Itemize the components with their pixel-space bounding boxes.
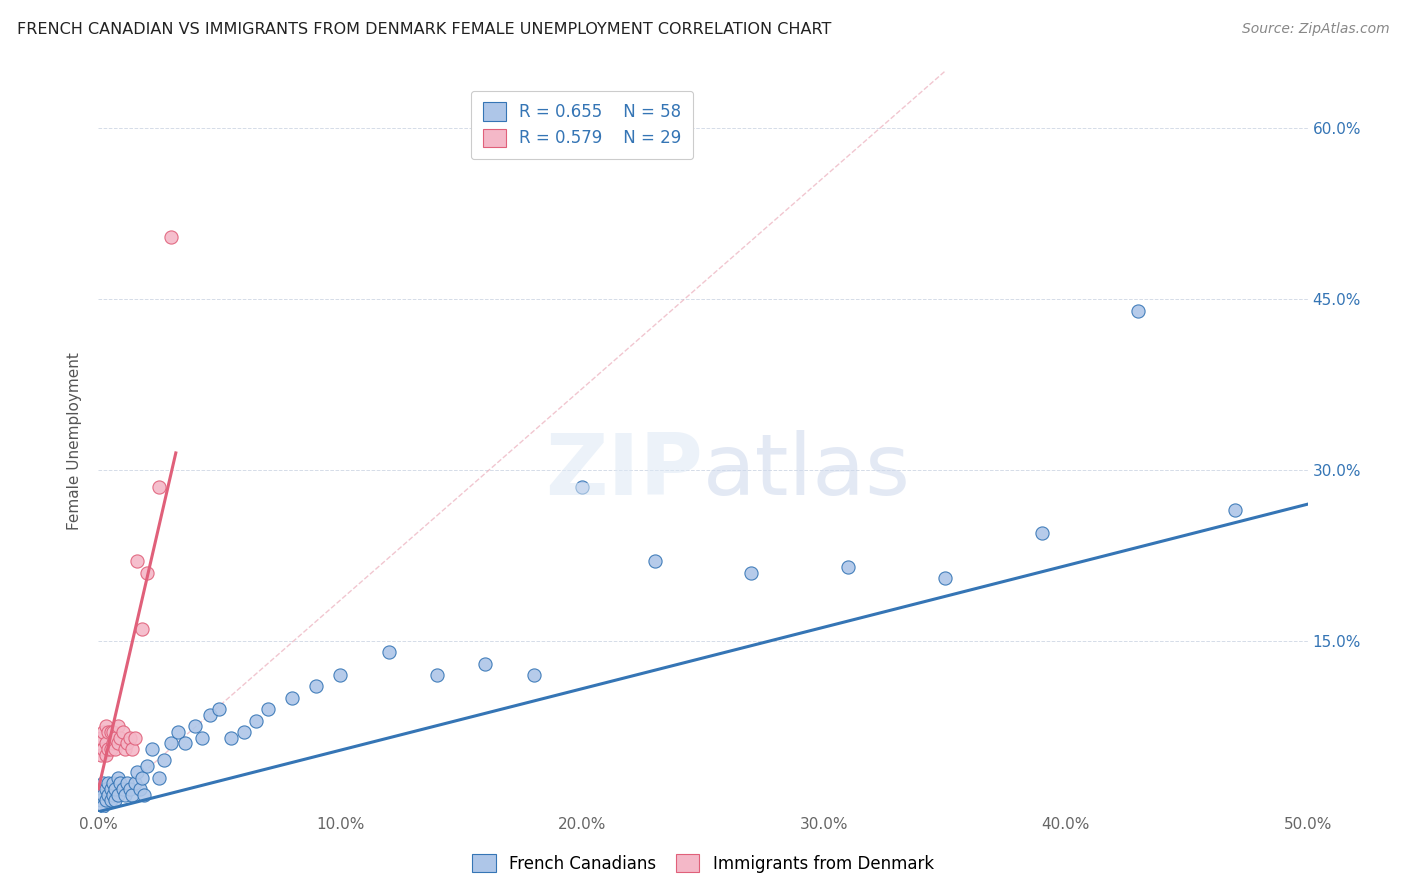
Point — [256, 702, 278, 716]
Point — [221, 731, 243, 745]
Point — [90, 781, 112, 796]
Point — [191, 731, 214, 745]
Point — [1223, 503, 1246, 517]
Point — [97, 776, 120, 790]
Point — [198, 707, 221, 722]
Point — [101, 788, 124, 802]
Point — [94, 736, 117, 750]
Point — [426, 668, 449, 682]
Point — [91, 788, 114, 802]
Point — [104, 793, 127, 807]
Point — [167, 725, 190, 739]
Point — [91, 742, 114, 756]
Point — [108, 776, 131, 790]
Point — [90, 793, 112, 807]
Point — [118, 731, 141, 745]
Point — [97, 788, 120, 802]
Point — [124, 776, 146, 790]
Point — [101, 736, 124, 750]
Text: ZIP: ZIP — [546, 430, 703, 513]
Point — [97, 725, 120, 739]
Point — [127, 764, 149, 779]
Point — [107, 788, 129, 802]
Point — [160, 736, 183, 750]
Point — [135, 566, 157, 580]
Point — [104, 742, 127, 756]
Point — [208, 702, 231, 716]
Point — [108, 731, 131, 745]
Point — [97, 742, 120, 756]
Point — [329, 668, 352, 682]
Legend: R = 0.655    N = 58, R = 0.579    N = 29: R = 0.655 N = 58, R = 0.579 N = 29 — [471, 91, 693, 159]
Point — [90, 747, 112, 762]
Text: atlas: atlas — [703, 430, 911, 513]
Point — [128, 781, 150, 796]
Point — [174, 736, 197, 750]
Point — [104, 731, 127, 745]
Point — [118, 781, 141, 796]
Point — [91, 776, 114, 790]
Point — [135, 759, 157, 773]
Point — [100, 725, 122, 739]
Point — [141, 742, 163, 756]
Point — [934, 571, 956, 585]
Point — [184, 719, 207, 733]
Point — [94, 781, 117, 796]
Point — [571, 480, 593, 494]
Y-axis label: Female Unemployment: Female Unemployment — [67, 352, 83, 531]
Point — [101, 725, 124, 739]
Point — [245, 714, 267, 728]
Point — [305, 680, 328, 694]
Point — [160, 229, 183, 244]
Text: FRENCH CANADIAN VS IMMIGRANTS FROM DENMARK FEMALE UNEMPLOYMENT CORRELATION CHART: FRENCH CANADIAN VS IMMIGRANTS FROM DENMA… — [17, 22, 831, 37]
Point — [1128, 303, 1150, 318]
Point — [148, 771, 170, 785]
Point — [94, 719, 117, 733]
Point — [740, 566, 762, 580]
Legend: French Canadians, Immigrants from Denmark: French Canadians, Immigrants from Denmar… — [465, 847, 941, 880]
Point — [644, 554, 666, 568]
Point — [94, 747, 117, 762]
Point — [111, 781, 134, 796]
Point — [117, 776, 139, 790]
Point — [148, 480, 170, 494]
Point — [111, 725, 134, 739]
Point — [100, 781, 122, 796]
Point — [101, 776, 124, 790]
Point — [121, 788, 143, 802]
Point — [127, 554, 149, 568]
Point — [100, 793, 122, 807]
Point — [121, 742, 143, 756]
Point — [107, 736, 129, 750]
Point — [124, 731, 146, 745]
Point — [131, 623, 153, 637]
Point — [281, 690, 304, 705]
Point — [117, 736, 139, 750]
Point — [523, 668, 546, 682]
Point — [107, 719, 129, 733]
Point — [107, 771, 129, 785]
Point — [91, 799, 114, 814]
Point — [837, 559, 859, 574]
Point — [91, 725, 114, 739]
Point — [377, 645, 399, 659]
Point — [90, 731, 112, 745]
Point — [100, 742, 122, 756]
Point — [1031, 525, 1053, 540]
Point — [94, 793, 117, 807]
Point — [114, 788, 136, 802]
Point — [131, 771, 153, 785]
Point — [152, 754, 174, 768]
Point — [232, 725, 254, 739]
Point — [134, 788, 156, 802]
Point — [104, 781, 127, 796]
Point — [114, 742, 136, 756]
Point — [474, 657, 496, 671]
Text: Source: ZipAtlas.com: Source: ZipAtlas.com — [1241, 22, 1389, 37]
